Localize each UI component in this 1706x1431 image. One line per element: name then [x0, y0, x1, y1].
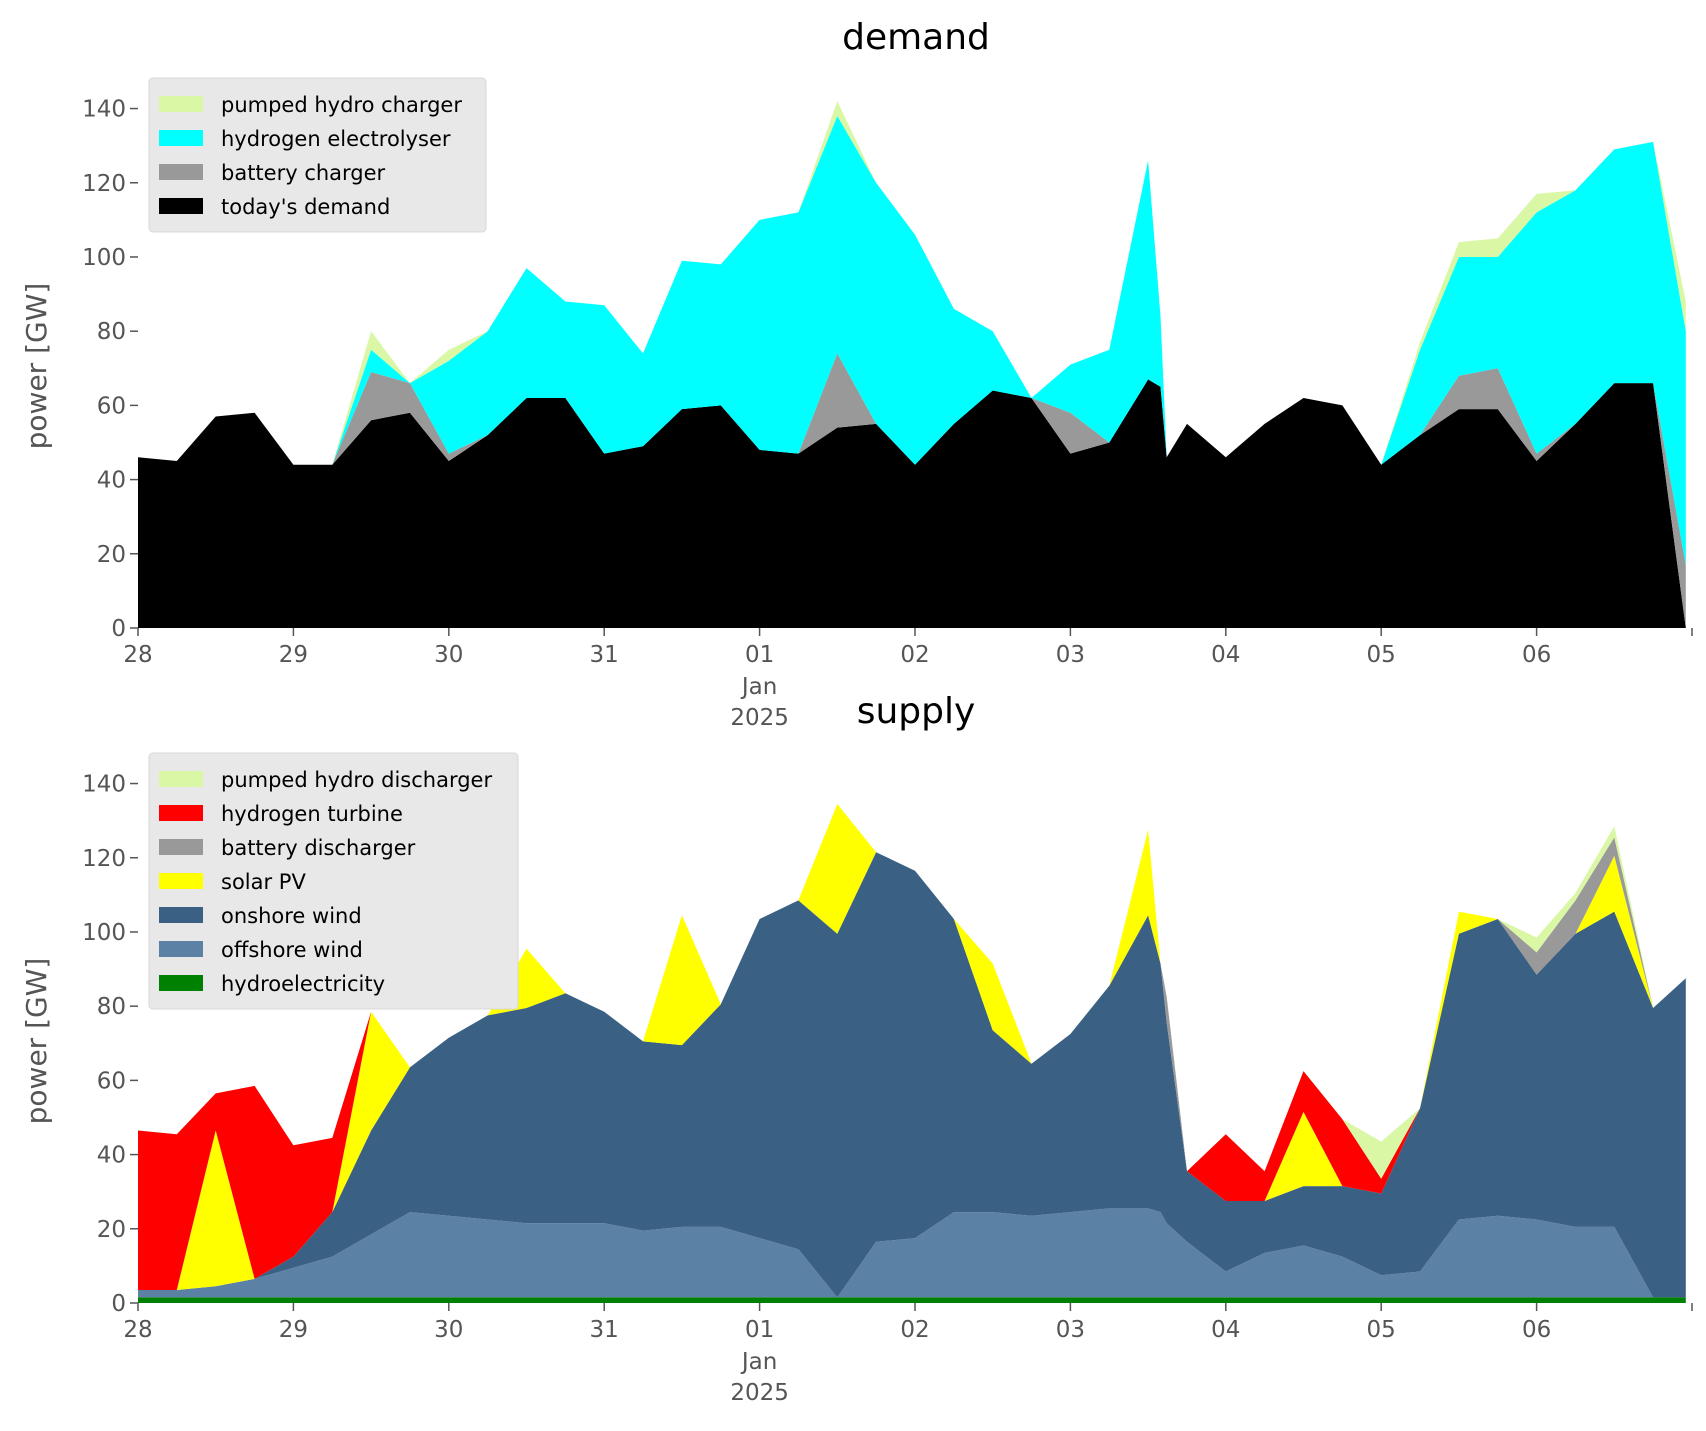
- ytick-label: 20: [97, 1217, 126, 1243]
- xtick-label: 30: [434, 1317, 463, 1343]
- area-hydroelectricity: [138, 1297, 1686, 1303]
- ytick-label: 120: [82, 846, 126, 872]
- ytick-label: 140: [82, 97, 126, 123]
- ytick-label: 100: [82, 920, 126, 946]
- legend-swatch: [159, 771, 203, 787]
- legend-label: pumped hydro discharger: [221, 768, 492, 792]
- area-onshore-wind: [138, 852, 1686, 1298]
- xtick-label: 03: [1056, 1317, 1085, 1343]
- xtick-sublabel: 2025: [730, 705, 789, 731]
- xtick-label: 01: [745, 642, 774, 668]
- legend-label: hydroelectricity: [221, 972, 385, 996]
- xtick-label: 04: [1211, 642, 1240, 668]
- area-offshore-wind: [138, 1208, 1686, 1298]
- ytick-label: 0: [111, 1291, 126, 1317]
- legend-swatch: [159, 839, 203, 855]
- area-solar-pv: [138, 804, 1686, 1290]
- xtick-label: 02: [900, 642, 929, 668]
- area-hydrogen-turbine: [138, 804, 1686, 1290]
- ytick-label: 100: [82, 245, 126, 271]
- demand-axes: 0 20 40 60 80 100 120 140 28 29 30 31 01 02 03 04 05 06 Ja…: [82, 97, 1693, 731]
- xtick-label: 06: [1522, 1317, 1551, 1343]
- supply-ylabel: power [GW]: [20, 958, 53, 1125]
- area-today-s-demand: [138, 379, 1686, 628]
- xtick-label: 06: [1522, 642, 1551, 668]
- legend-label: pumped hydro charger: [221, 93, 462, 117]
- ytick-label: 40: [97, 1143, 126, 1169]
- ytick-label: 140: [82, 772, 126, 798]
- legend-swatch: [159, 164, 203, 180]
- legend-swatch: [159, 975, 203, 991]
- legend-swatch: [159, 873, 203, 889]
- demand-ylabel: power [GW]: [20, 283, 53, 450]
- xtick-label: 30: [434, 642, 463, 668]
- xtick-sublabel: Jan: [740, 1349, 777, 1375]
- legend-swatch: [159, 96, 203, 112]
- ytick-label: 60: [97, 393, 126, 419]
- legend-label: offshore wind: [221, 938, 363, 962]
- supply-legend: pumped hydro discharger hydrogen turbine b…: [148, 752, 519, 1010]
- xtick-label: 05: [1367, 1317, 1396, 1343]
- supply-areas: [138, 804, 1686, 1303]
- ytick-label: 60: [97, 1068, 126, 1094]
- legend-swatch: [159, 130, 203, 146]
- xtick-label: 02: [900, 1317, 929, 1343]
- xtick-label: 03: [1056, 642, 1085, 668]
- legend-label: today's demand: [221, 195, 390, 219]
- legend-label: battery charger: [221, 161, 386, 185]
- legend-swatch: [159, 907, 203, 923]
- legend-swatch: [159, 805, 203, 821]
- xtick-sublabel: Jan: [740, 674, 777, 700]
- xtick-label: 04: [1211, 1317, 1240, 1343]
- ytick-label: 0: [111, 616, 126, 642]
- ytick-label: 20: [97, 542, 126, 568]
- demand-areas: [138, 101, 1686, 628]
- ytick-label: 80: [97, 319, 126, 345]
- supply-title: supply: [857, 691, 976, 732]
- ytick-label: 80: [97, 994, 126, 1020]
- xtick-label: 29: [279, 1317, 308, 1343]
- legend-label: battery discharger: [221, 836, 416, 860]
- demand-title: demand: [842, 17, 990, 58]
- xtick-label: 31: [590, 642, 619, 668]
- legend-label: hydrogen turbine: [221, 802, 403, 826]
- legend-box: [148, 77, 487, 233]
- xtick-label: 28: [123, 642, 152, 668]
- xtick-label: 01: [745, 1317, 774, 1343]
- legend-label: solar PV: [221, 870, 306, 894]
- legend-swatch: [159, 941, 203, 957]
- xtick-label: 31: [590, 1317, 619, 1343]
- demand-legend: pumped hydro charger hydrogen electrolyse…: [148, 77, 487, 233]
- ytick-label: 120: [82, 171, 126, 197]
- xtick-label: 28: [123, 1317, 152, 1343]
- area-hydrogen-electrolyser: [138, 116, 1686, 565]
- xtick-label: 05: [1367, 642, 1396, 668]
- xtick-label: 29: [279, 642, 308, 668]
- supply-axes: 0 20 40 60 80 100 120 140 28 29 30 31 01 02 03 04 05 06 Ja…: [82, 772, 1693, 1406]
- legend-label: onshore wind: [221, 904, 362, 928]
- legend-label: hydrogen electrolyser: [221, 127, 451, 151]
- ytick-label: 40: [97, 468, 126, 494]
- legend-swatch: [159, 198, 203, 214]
- xtick-sublabel: 2025: [730, 1380, 789, 1406]
- legend-box: [148, 752, 519, 1010]
